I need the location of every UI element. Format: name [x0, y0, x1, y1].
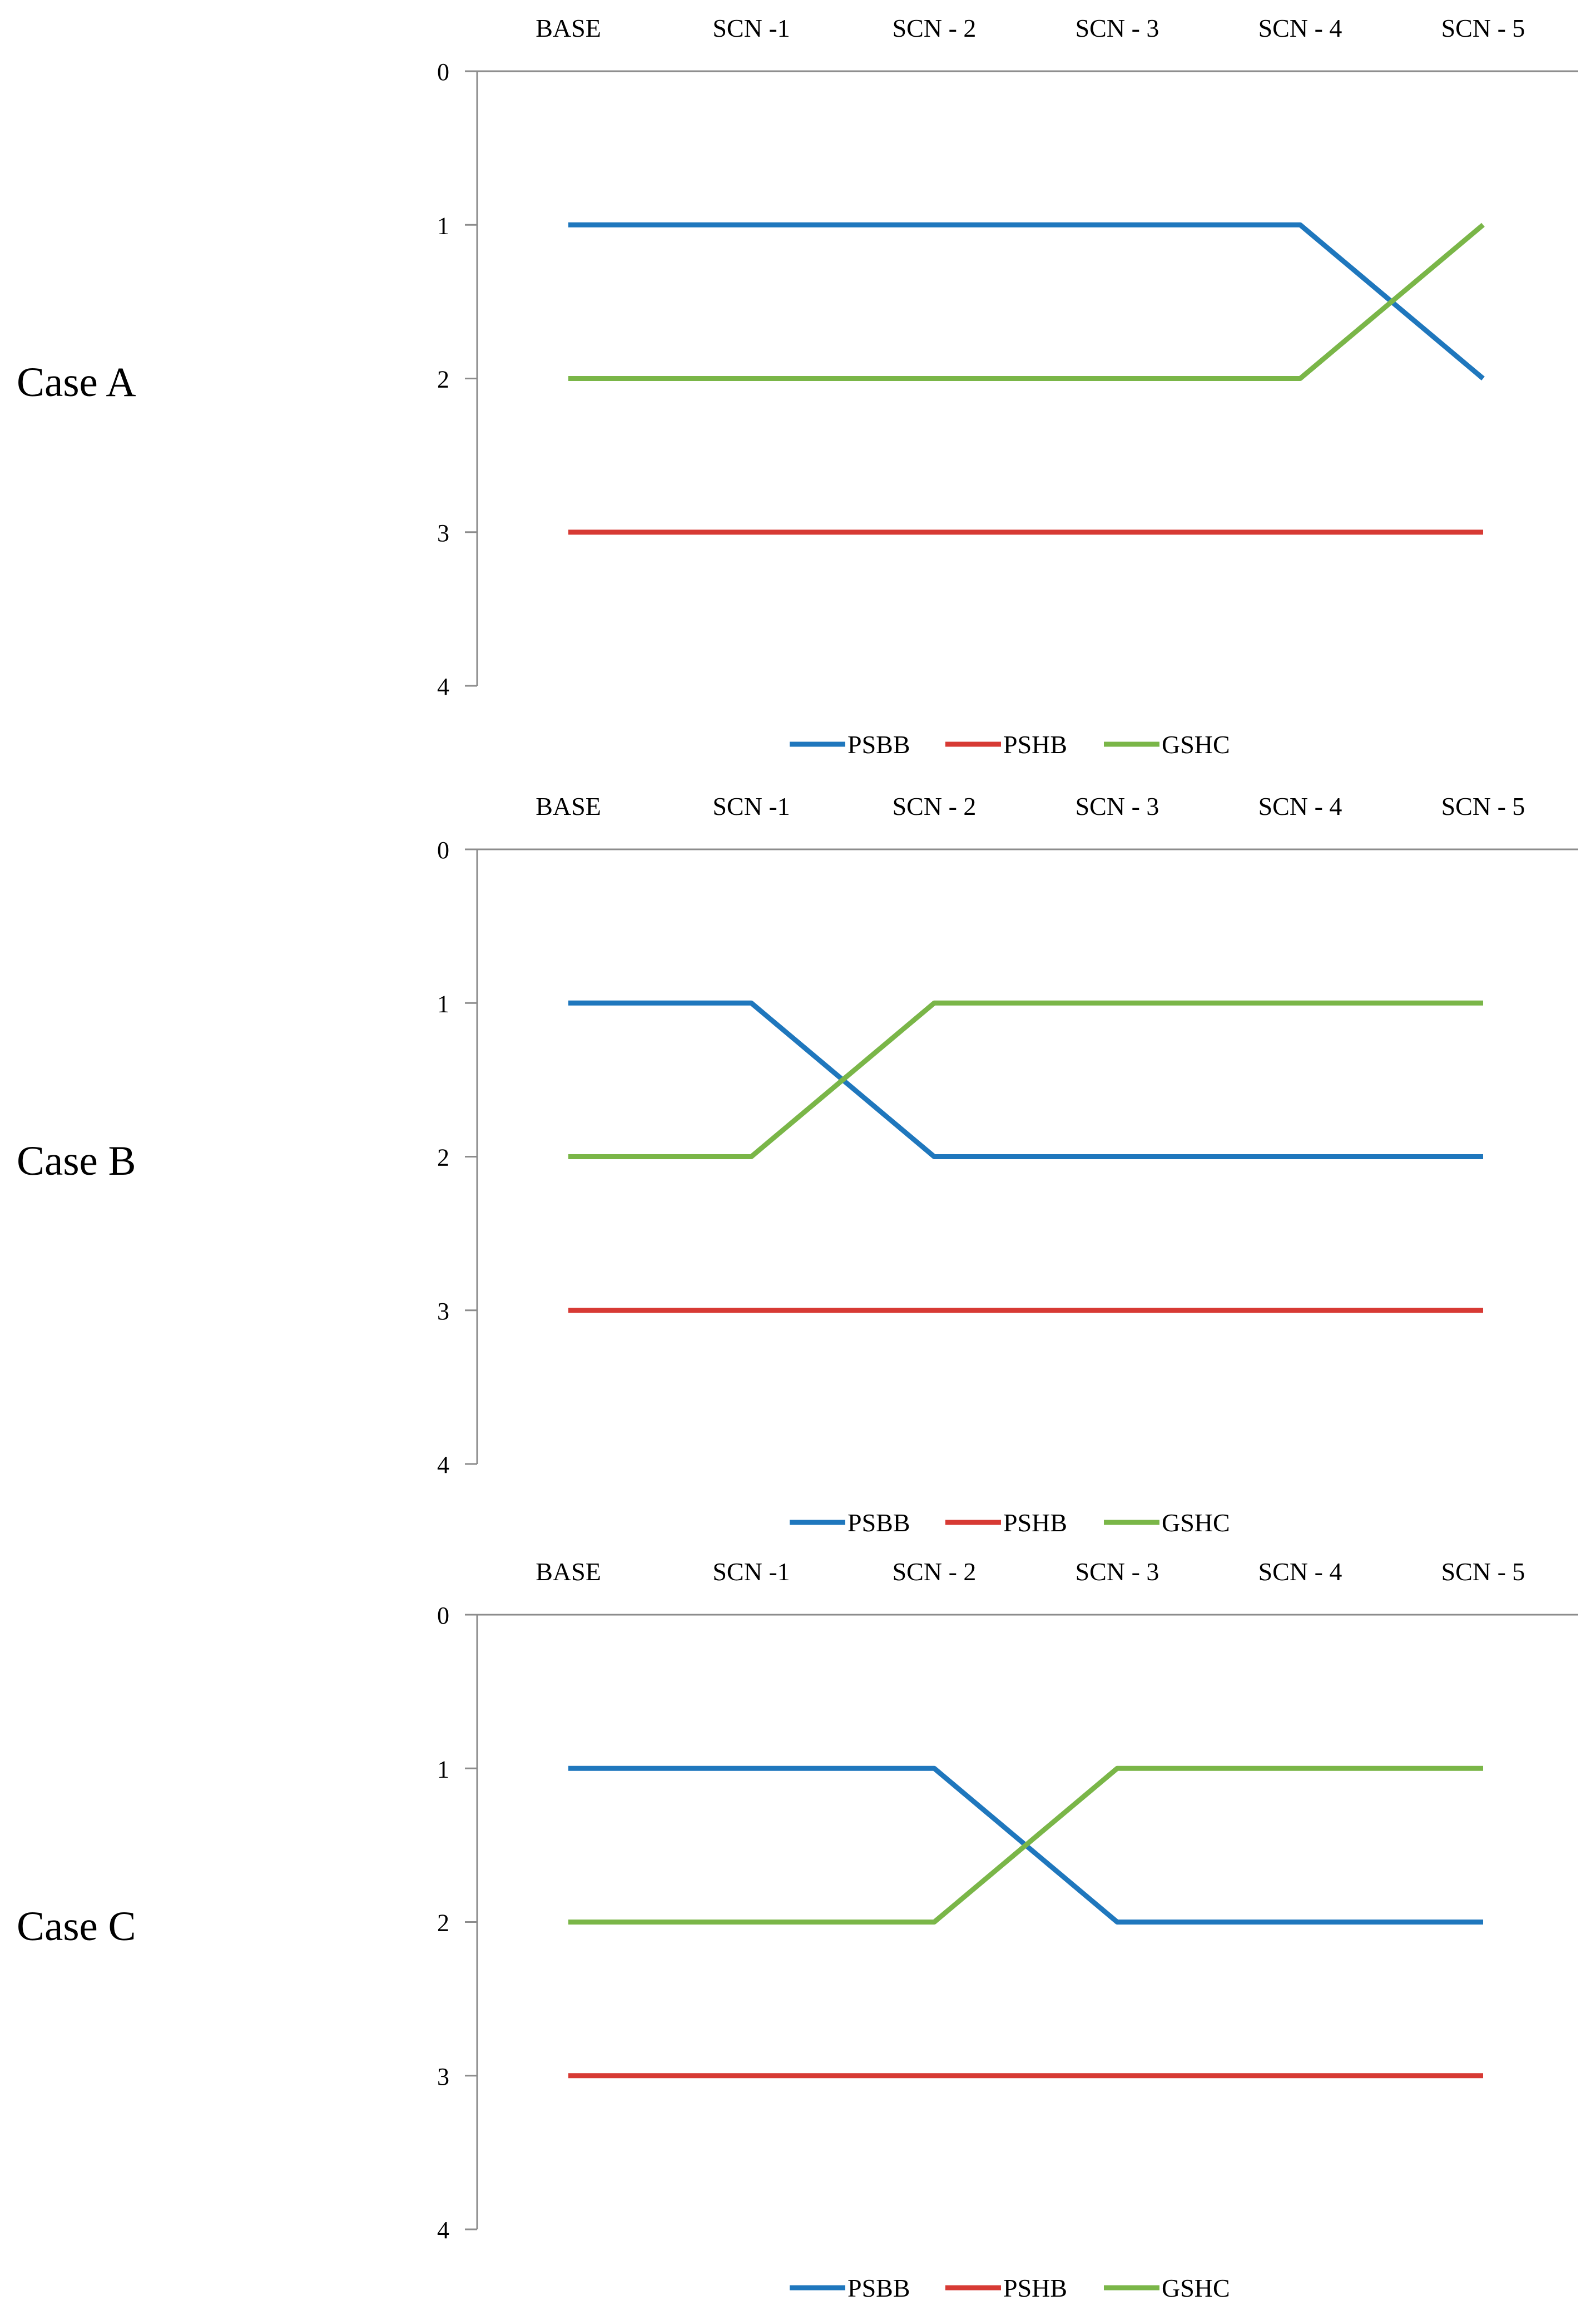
x-category-label: SCN - 5	[1441, 1557, 1525, 1586]
legend-label: PSBB	[847, 2274, 910, 2302]
x-category-label: SCN - 3	[1075, 792, 1159, 820]
x-category-label: SCN -1	[712, 792, 790, 820]
chart-panel-case-c: Case C 0 1 2 3 4 BASE SCN -1 SCN - 2 SCN - 3 SCN …	[0, 1544, 1596, 2315]
y-tick-label: 4	[437, 1451, 449, 1478]
x-category-label: SCN - 5	[1441, 14, 1525, 42]
x-category-label: SCN - 2	[893, 1557, 977, 1586]
y-tick-label: 0	[437, 1602, 449, 1629]
case-label: Case B	[17, 1138, 136, 1184]
legend-label: PSBB	[847, 730, 910, 759]
y-tick-label: 2	[437, 366, 449, 393]
y-tick-label: 1	[437, 1755, 449, 1783]
line-chart-case-c: 0 1 2 3 4 BASE SCN -1 SCN - 2 SCN - 3 SCN - 4 SCN …	[437, 1557, 1578, 2302]
y-tick-label: 3	[437, 1298, 449, 1325]
series-line-gshc	[568, 222, 1485, 381]
y-tick-label: 1	[437, 212, 449, 239]
case-label: Case C	[17, 1903, 136, 1950]
x-category-label: SCN - 4	[1258, 14, 1342, 42]
x-category-label: SCN - 4	[1258, 1557, 1342, 1586]
y-tick-label: 3	[437, 520, 449, 547]
line-chart-case-a: 0 1 2 3 4 BASE SCN -1 SCN - 2 SCN - 3 SCN - 4 SCN …	[437, 14, 1578, 759]
case-label: Case A	[17, 359, 136, 405]
x-category-label: SCN -1	[712, 14, 790, 42]
chart-panel-case-a: Case A 0 1 2 3 4 BASE SCN -1 SCN - 2 SCN - 3 SCN …	[0, 0, 1596, 771]
legend-label: GSHC	[1162, 1508, 1230, 1537]
legend-label: GSHC	[1162, 730, 1230, 759]
legend-label: GSHC	[1162, 2274, 1230, 2302]
y-tick-label: 4	[437, 2217, 449, 2244]
y-tick-label: 2	[437, 1144, 449, 1171]
x-category-label: BASE	[536, 1557, 601, 1586]
y-tick-label: 0	[437, 837, 449, 864]
legend-label: PSHB	[1003, 730, 1067, 759]
series-line-psbb	[568, 1000, 1483, 1159]
y-tick-label: 3	[437, 2063, 449, 2090]
x-category-label: SCN - 4	[1258, 792, 1342, 820]
x-category-label: SCN - 3	[1075, 1557, 1159, 1586]
x-category-label: SCN -1	[712, 1557, 790, 1586]
x-category-label: SCN - 3	[1075, 14, 1159, 42]
series-line-gshc	[568, 1765, 1483, 1925]
line-chart-case-b: 0 1 2 3 4 BASE SCN -1 SCN - 2 SCN - 3 SCN - 4 SCN …	[437, 792, 1578, 1537]
series-line-gshc	[568, 1000, 1483, 1159]
y-tick-label: 0	[437, 58, 449, 86]
x-category-label: SCN - 5	[1441, 792, 1525, 820]
y-tick-label: 1	[437, 990, 449, 1017]
legend-label: PSHB	[1003, 1508, 1067, 1537]
legend-label: PSBB	[847, 1508, 910, 1537]
series-line-psbb	[568, 222, 1485, 380]
chart-panel-case-b: Case B 0 1 2 3 4 BASE SCN -1 SCN - 2 SCN - 3 SCN …	[0, 778, 1596, 1550]
legend-label: PSHB	[1003, 2274, 1067, 2302]
x-category-label: BASE	[536, 792, 601, 820]
y-tick-label: 2	[437, 1910, 449, 1937]
x-category-label: SCN - 2	[893, 14, 977, 42]
x-category-label: BASE	[536, 14, 601, 42]
y-tick-label: 4	[437, 673, 449, 700]
x-category-label: SCN - 2	[893, 792, 977, 820]
